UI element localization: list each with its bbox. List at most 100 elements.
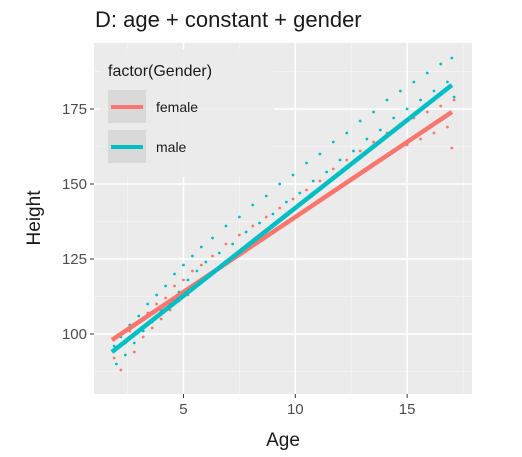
point-female bbox=[141, 335, 145, 339]
point-female bbox=[155, 302, 159, 306]
point-male bbox=[199, 245, 203, 249]
chart-title: D: age + constant + gender bbox=[95, 7, 362, 32]
point-male bbox=[450, 56, 454, 60]
point-female bbox=[318, 179, 322, 183]
legend: factor(Gender) female male bbox=[100, 49, 274, 177]
point-female bbox=[182, 278, 185, 282]
point-female bbox=[173, 284, 176, 288]
point-male bbox=[412, 80, 416, 84]
point-male bbox=[331, 140, 335, 144]
point-female bbox=[264, 215, 268, 219]
point-female bbox=[305, 188, 308, 192]
point-female bbox=[237, 233, 241, 237]
y-axis: 100 125 150 175 bbox=[62, 101, 94, 343]
point-female bbox=[372, 140, 375, 144]
point-male bbox=[112, 344, 116, 348]
point-male bbox=[378, 128, 382, 132]
point-male bbox=[325, 170, 329, 174]
point-male bbox=[204, 260, 208, 264]
point-female bbox=[159, 317, 163, 321]
fit-lines bbox=[110, 83, 454, 354]
point-male bbox=[146, 302, 150, 306]
point-male bbox=[338, 158, 342, 162]
point-male bbox=[291, 173, 295, 177]
point-male bbox=[352, 149, 355, 153]
point-male bbox=[311, 179, 315, 183]
point-male bbox=[237, 215, 241, 219]
point-male bbox=[123, 353, 127, 357]
point-male bbox=[224, 224, 228, 228]
point-male bbox=[173, 272, 176, 276]
x-tick-label: 10 bbox=[287, 401, 304, 418]
point-male bbox=[432, 89, 436, 93]
point-female bbox=[331, 167, 335, 171]
point-male bbox=[392, 116, 396, 120]
legend-title: factor(Gender) bbox=[108, 63, 212, 80]
point-male bbox=[445, 80, 449, 84]
point-male bbox=[358, 119, 362, 123]
point-male bbox=[132, 341, 136, 345]
point-male bbox=[385, 98, 389, 102]
point-male bbox=[211, 236, 214, 240]
point-male bbox=[217, 251, 221, 255]
point-female bbox=[211, 254, 214, 258]
point-male bbox=[164, 284, 167, 288]
point-female bbox=[439, 104, 443, 108]
y-axis-title: Height bbox=[24, 190, 45, 246]
point-male bbox=[318, 152, 322, 156]
fit-line-male bbox=[110, 83, 454, 354]
point-male bbox=[271, 212, 275, 216]
point-female bbox=[199, 263, 203, 267]
fit-line-female bbox=[110, 110, 454, 342]
point-female bbox=[452, 98, 456, 102]
point-male bbox=[264, 194, 268, 198]
point-male bbox=[365, 137, 369, 141]
point-male bbox=[244, 230, 248, 234]
point-male bbox=[405, 107, 409, 111]
point-female bbox=[191, 269, 194, 273]
point-female bbox=[432, 131, 436, 135]
y-tick-label: 150 bbox=[62, 176, 87, 193]
point-female bbox=[119, 368, 123, 372]
point-male bbox=[114, 362, 118, 366]
point-male bbox=[419, 98, 422, 102]
y-tick-label: 175 bbox=[62, 101, 87, 118]
point-male bbox=[284, 200, 288, 204]
point-male bbox=[298, 191, 302, 195]
point-female bbox=[278, 206, 282, 210]
point-female bbox=[291, 197, 295, 201]
point-male bbox=[258, 221, 261, 225]
legend-label-male: male bbox=[156, 139, 187, 155]
x-axis: 5 10 15 bbox=[179, 394, 415, 418]
point-male bbox=[425, 71, 429, 75]
point-male bbox=[231, 242, 235, 246]
point-female bbox=[150, 326, 154, 330]
point-male bbox=[439, 62, 443, 66]
point-male bbox=[186, 278, 190, 282]
point-female bbox=[345, 158, 349, 162]
y-tick-label: 100 bbox=[62, 326, 87, 343]
point-female bbox=[251, 224, 255, 228]
point-male bbox=[251, 203, 255, 207]
legend-label-female: female bbox=[156, 99, 198, 115]
point-male bbox=[195, 269, 199, 273]
point-female bbox=[419, 137, 422, 141]
point-male bbox=[372, 110, 375, 114]
x-tick-label: 5 bbox=[179, 401, 187, 418]
point-male bbox=[155, 293, 159, 297]
point-female bbox=[112, 356, 116, 360]
point-male bbox=[399, 89, 402, 93]
point-female bbox=[132, 350, 136, 354]
point-female bbox=[425, 110, 429, 114]
point-male bbox=[191, 254, 194, 258]
point-male bbox=[278, 182, 282, 186]
point-male bbox=[345, 131, 349, 135]
y-tick-label: 125 bbox=[62, 251, 87, 268]
point-female bbox=[224, 242, 228, 246]
point-male bbox=[305, 161, 308, 165]
point-female bbox=[445, 125, 449, 129]
point-male bbox=[137, 314, 141, 318]
point-male bbox=[182, 263, 185, 267]
point-female bbox=[164, 296, 167, 300]
